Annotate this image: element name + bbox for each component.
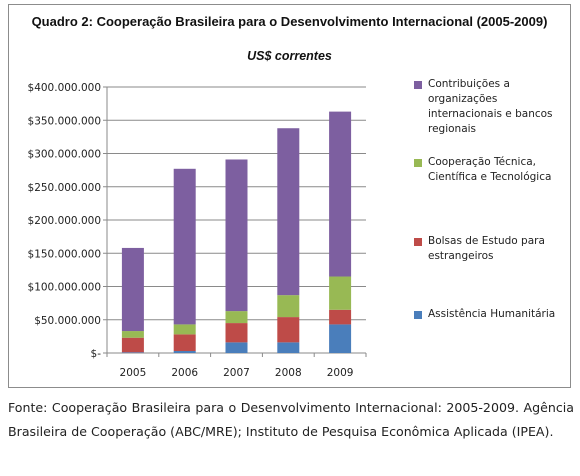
bar-segment-3 [121,247,144,332]
figure-caption: Fonte: Cooperação Brasileira para o Dese… [8,400,574,439]
bar-segment-2 [121,331,144,338]
bar-segment-0 [329,324,352,353]
chart-subtitle: US$ correntes [247,49,332,63]
bar-segment-1 [329,309,352,325]
x-tick-label: 2007 [223,367,250,379]
bar-segment-2 [173,324,196,335]
chart-legend: Contribuições a organizações internacion… [414,5,564,389]
legend-swatch [414,159,422,167]
plot-area: $- $50.000.000 $100.000.000 $150.000.000 $20… [28,82,367,379]
bar-segment-3 [277,128,300,296]
y-tick-label: $300.000.000 [28,149,101,161]
chart-title: Quadro 2: Cooperação Brasileira para o D… [31,14,548,29]
bar-segment-0 [277,342,300,353]
y-tick-label: $50.000.000 [34,315,101,327]
x-tick-label: 2006 [171,367,198,379]
y-tick-label: $400.000.000 [28,82,101,94]
legend-label: Assistência Humanitária [428,308,556,320]
legend-label: Contribuições a organizações internacion… [428,78,553,135]
chart-frame: Quadro 2: Cooperação Brasileira para o D… [8,4,571,388]
bar-segment-3 [173,168,196,325]
legend-label: Cooperação Técnica, Científica e Tecnoló… [428,156,552,183]
legend-swatch [414,311,422,319]
bar-segment-2 [225,311,248,324]
bar-segment-0 [173,351,196,353]
x-tick-label: 2009 [327,367,354,379]
bar-segment-1 [121,337,144,353]
y-tick-label: $350.000.000 [28,115,101,127]
legend-swatch [414,238,422,246]
bar-segment-3 [329,111,352,277]
y-tick-label: $100.000.000 [28,282,101,294]
y-tick-label: $200.000.000 [28,215,101,227]
bar-segment-2 [329,276,352,310]
bar-segment-0 [225,342,248,353]
y-tick-label: $- [91,348,102,360]
bar-segment-1 [225,323,248,343]
x-tick-label: 2008 [275,367,302,379]
y-tick-label: $250.000.000 [28,182,101,194]
y-tick-label: $150.000.000 [28,248,101,260]
bar-segment-3 [225,159,248,312]
legend-label: Bolsas de Estudo para estrangeiros [428,235,545,262]
legend-swatch [414,81,422,89]
bar-segment-1 [173,334,196,352]
bar-segment-1 [277,317,300,343]
x-tick-label: 2005 [120,367,147,379]
bar-segment-0 [121,352,144,353]
bar-segment-2 [277,295,300,318]
